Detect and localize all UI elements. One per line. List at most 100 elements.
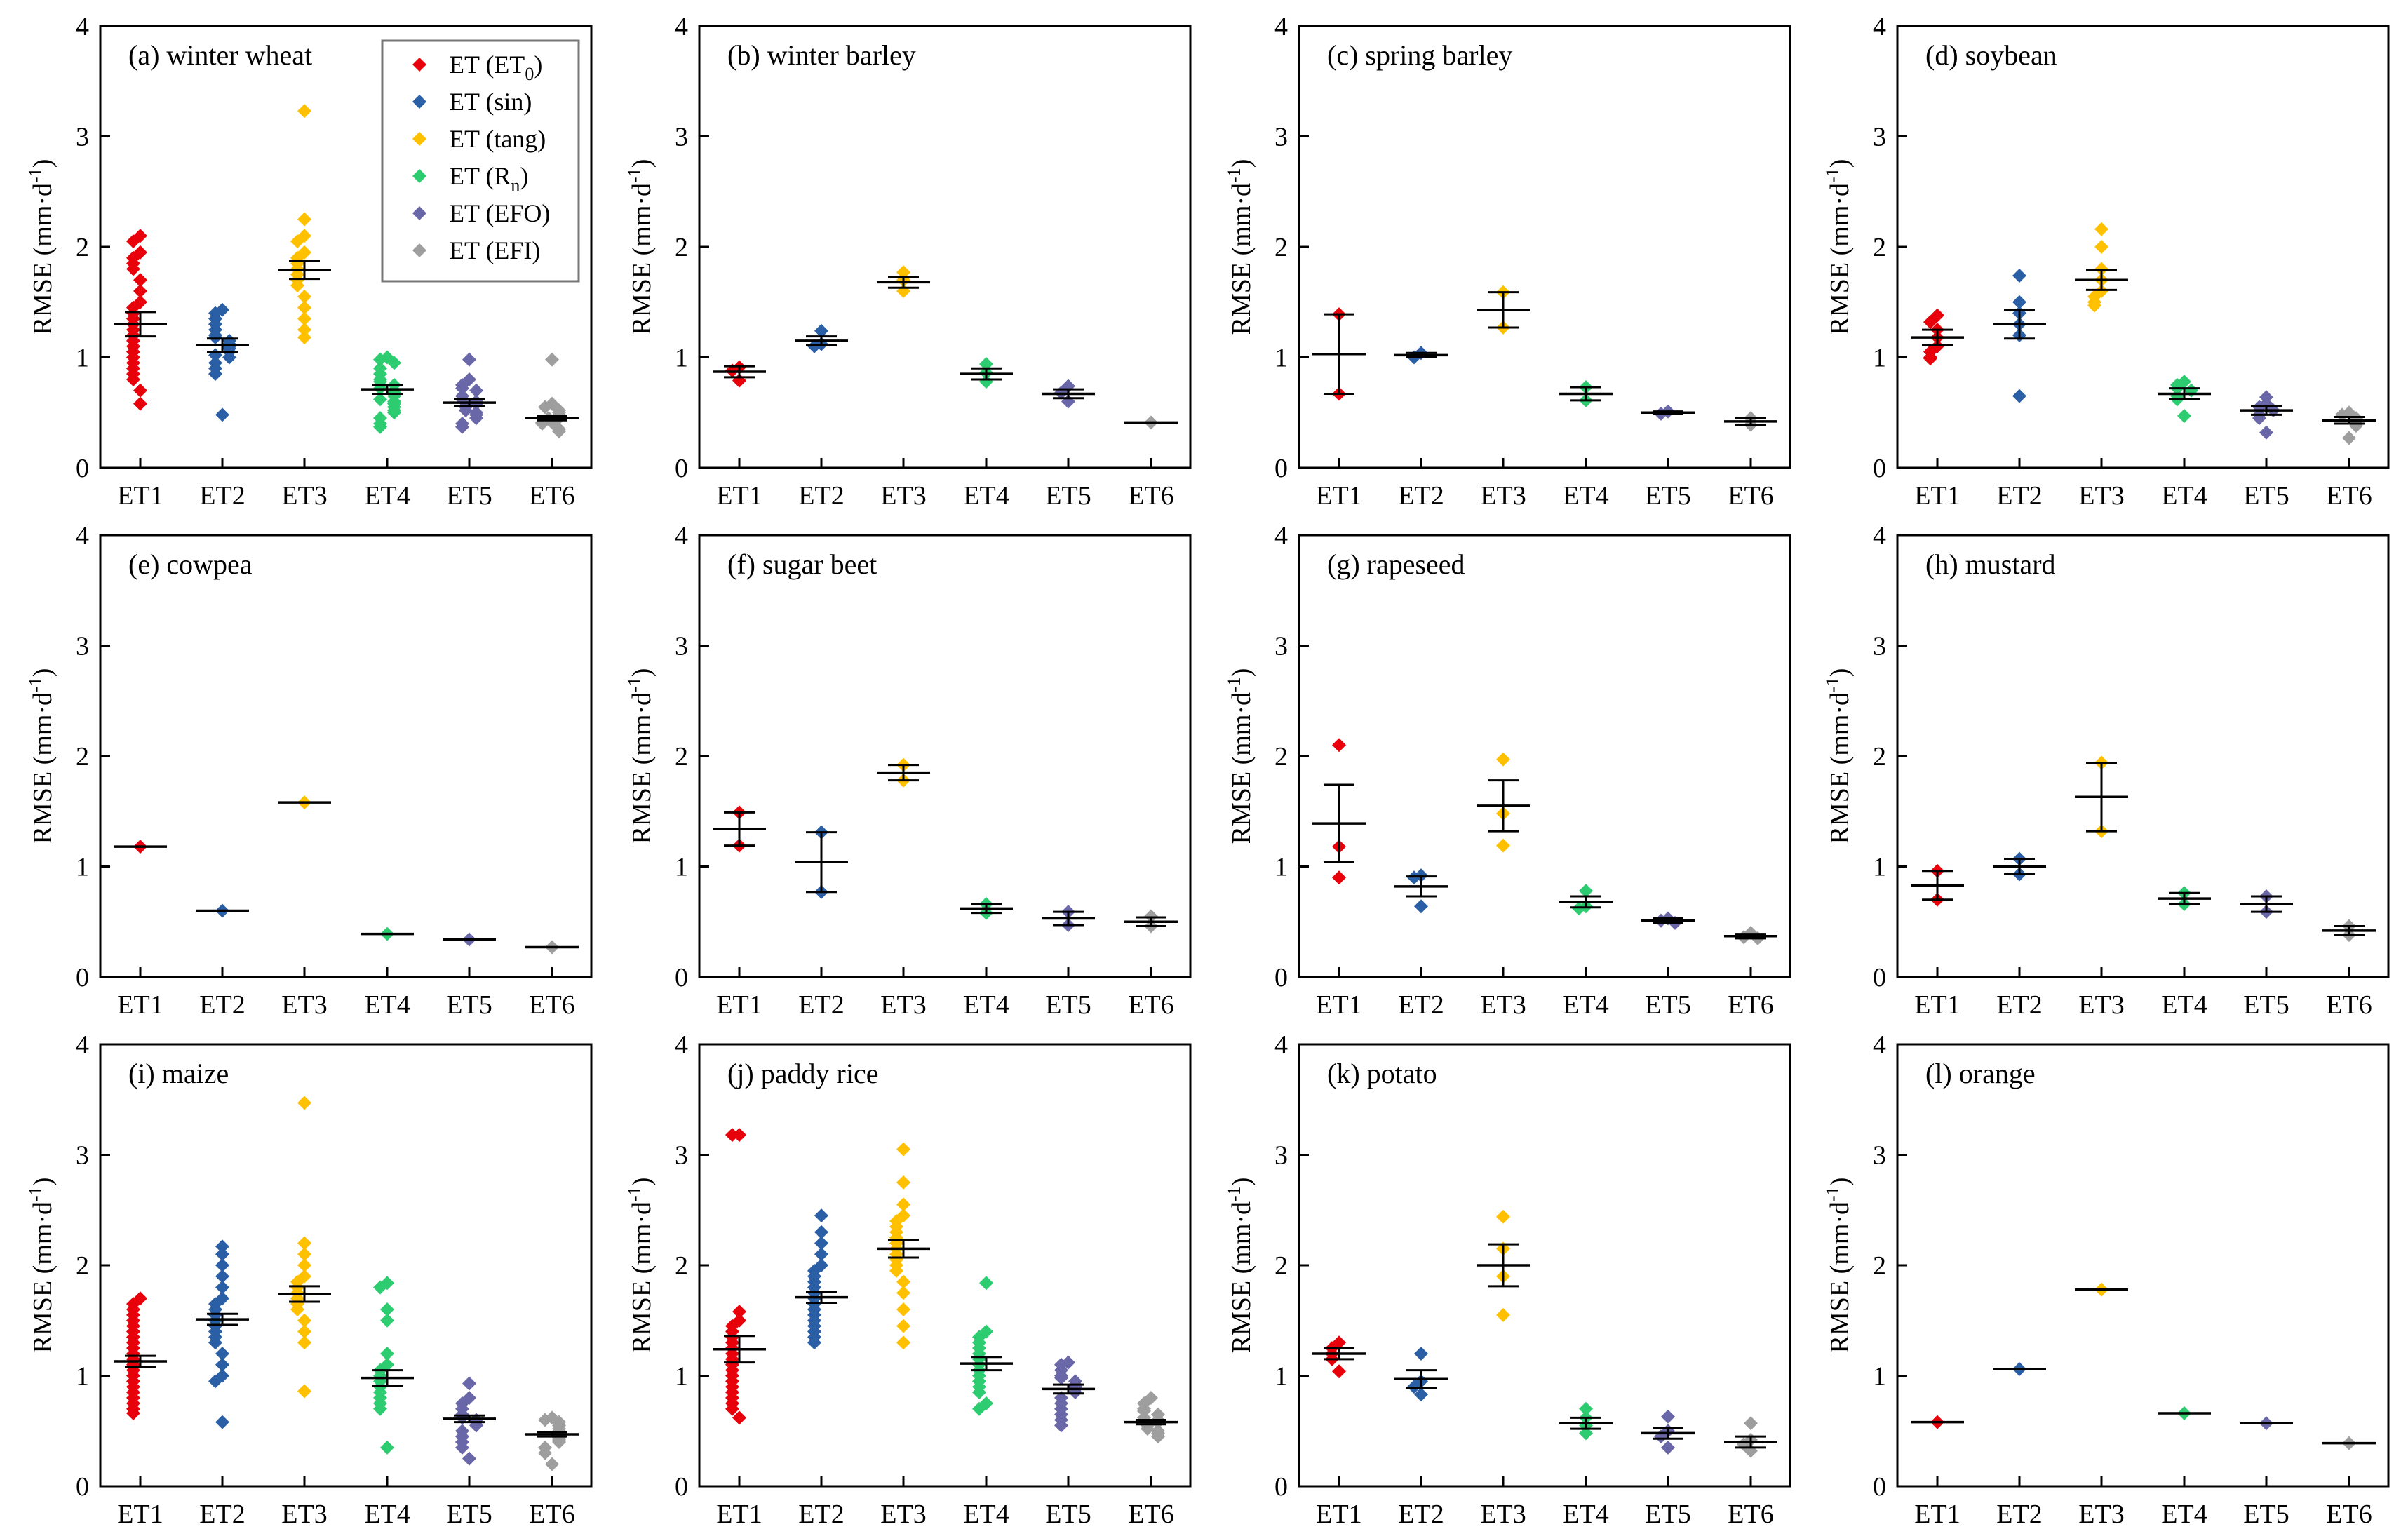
y-tick-label: 4 xyxy=(1873,1030,1886,1060)
y-tick-label: 0 xyxy=(1274,963,1288,992)
data-point xyxy=(222,350,236,365)
data-point xyxy=(1496,1209,1510,1224)
data-point xyxy=(373,419,387,434)
data-point xyxy=(297,1258,311,1272)
data-point xyxy=(1151,1429,1165,1444)
y-tick-label: 0 xyxy=(76,1472,89,1502)
data-point xyxy=(455,1440,469,1455)
y-axis-label: RMSE (mm·d-1) xyxy=(1224,668,1256,844)
y-axis-label: RMSE (mm·d-1) xyxy=(25,1178,58,1354)
y-tick-label: 0 xyxy=(1274,1472,1288,1502)
y-tick-label: 3 xyxy=(675,123,688,152)
data-point xyxy=(297,323,311,337)
x-tick-label: ET6 xyxy=(2326,481,2372,511)
data-point xyxy=(2094,222,2108,236)
panel-1: 0 1 2 3 4 RMSE (mm·d-1) (a) winter wheat ET1 ET2… xyxy=(25,12,593,511)
plot-frame xyxy=(1896,1043,2390,1488)
x-tick-label: ET2 xyxy=(199,1500,245,1529)
x-tick-label: ET3 xyxy=(880,481,926,511)
x-tick-label: ET3 xyxy=(2078,481,2124,511)
panel-title: (c) spring barley xyxy=(1327,39,1512,71)
data-point xyxy=(133,383,147,398)
data-point xyxy=(979,1276,993,1291)
x-tick-label: ET6 xyxy=(1128,1500,1173,1529)
x-tick-label: ET4 xyxy=(963,1500,1009,1529)
y-tick-label: 0 xyxy=(76,963,89,992)
data-point xyxy=(297,1384,311,1399)
x-tick-label: ET3 xyxy=(1480,1500,1526,1529)
x-tick-label: ET6 xyxy=(2326,990,2372,1020)
data-point xyxy=(297,212,311,227)
x-tick-label: ET6 xyxy=(1728,990,1773,1020)
x-tick-label: ET3 xyxy=(880,990,926,1020)
x-tick-label: ET3 xyxy=(2078,1500,2124,1529)
data-point xyxy=(1661,1440,1675,1455)
plot-frame xyxy=(1298,1043,1791,1488)
y-axis-label: RMSE (mm·d-1) xyxy=(1224,1178,1256,1354)
data-point xyxy=(552,424,566,439)
data-point xyxy=(373,1401,387,1416)
data-point xyxy=(896,1335,910,1350)
x-tick-label: ET6 xyxy=(529,1500,574,1529)
y-tick-label: 3 xyxy=(1873,123,1886,152)
panel-title: (l) orange xyxy=(1925,1058,2036,1089)
y-tick-label: 1 xyxy=(76,344,89,373)
data-point xyxy=(133,284,147,298)
x-tick-label: ET4 xyxy=(2161,1500,2207,1529)
plot-frame xyxy=(1298,534,1791,978)
data-point xyxy=(1923,351,1937,366)
panel-title: (g) rapeseed xyxy=(1327,548,1465,580)
y-axis-label: RMSE (mm·d-1) xyxy=(1822,668,1855,844)
data-point xyxy=(538,1446,552,1460)
x-tick-label: ET5 xyxy=(2243,990,2289,1020)
y-tick-label: 4 xyxy=(1274,12,1288,41)
x-tick-label: ET5 xyxy=(1045,481,1091,511)
y-tick-label: 3 xyxy=(675,1141,688,1171)
y-tick-label: 4 xyxy=(675,12,688,41)
panel-8: 0 1 2 3 4 RMSE (mm·d-1) (h) mustard ET1 ET2 ET3 ET… xyxy=(1822,521,2390,1020)
panel-title: (d) soybean xyxy=(1925,39,2057,71)
y-tick-label: 2 xyxy=(675,1251,688,1281)
y-tick-label: 2 xyxy=(675,742,688,772)
data-point xyxy=(814,1225,828,1239)
legend-marker xyxy=(412,95,426,109)
legend-label: ET (sin) xyxy=(449,88,532,116)
y-axis-label: RMSE (mm·d-1) xyxy=(1822,1178,1855,1354)
legend-marker xyxy=(412,243,426,257)
x-tick-label: ET2 xyxy=(1398,990,1444,1020)
y-tick-label: 4 xyxy=(76,1030,89,1060)
plot-frame xyxy=(698,25,1192,469)
x-tick-label: ET5 xyxy=(2243,481,2289,511)
data-point xyxy=(979,375,993,389)
panel-7: 0 1 2 3 4 RMSE (mm·d-1) (g) rapeseed ET1 ET2 ET3 E… xyxy=(1224,521,1791,1020)
data-point xyxy=(896,1197,910,1212)
y-tick-label: 3 xyxy=(1873,1141,1886,1171)
data-point xyxy=(538,1413,552,1427)
data-point xyxy=(896,1175,910,1190)
data-point xyxy=(215,1247,229,1262)
x-tick-label: ET2 xyxy=(1398,1500,1444,1529)
plot-frame xyxy=(1896,534,2390,978)
panel-6: 0 1 2 3 4 RMSE (mm·d-1) (f) sugar beet ET1 ET2 ET… xyxy=(624,521,1192,1020)
y-tick-label: 2 xyxy=(1274,233,1288,262)
data-point xyxy=(373,1280,387,1295)
data-point xyxy=(1572,901,1586,916)
data-point xyxy=(545,1457,559,1471)
data-point xyxy=(380,1440,394,1455)
data-point xyxy=(462,352,476,367)
data-point xyxy=(387,405,401,420)
y-tick-label: 3 xyxy=(1873,632,1886,661)
y-tick-label: 2 xyxy=(1873,1251,1886,1281)
plot-frame xyxy=(1298,25,1791,469)
data-point xyxy=(1661,1409,1675,1424)
data-point xyxy=(297,289,311,304)
data-point xyxy=(469,383,483,398)
y-tick-label: 0 xyxy=(76,454,89,483)
y-tick-label: 1 xyxy=(675,344,688,373)
y-tick-label: 2 xyxy=(76,233,89,262)
data-point xyxy=(725,1128,739,1143)
y-tick-label: 0 xyxy=(1873,454,1886,483)
data-point xyxy=(297,1335,311,1350)
y-tick-label: 4 xyxy=(675,1030,688,1060)
